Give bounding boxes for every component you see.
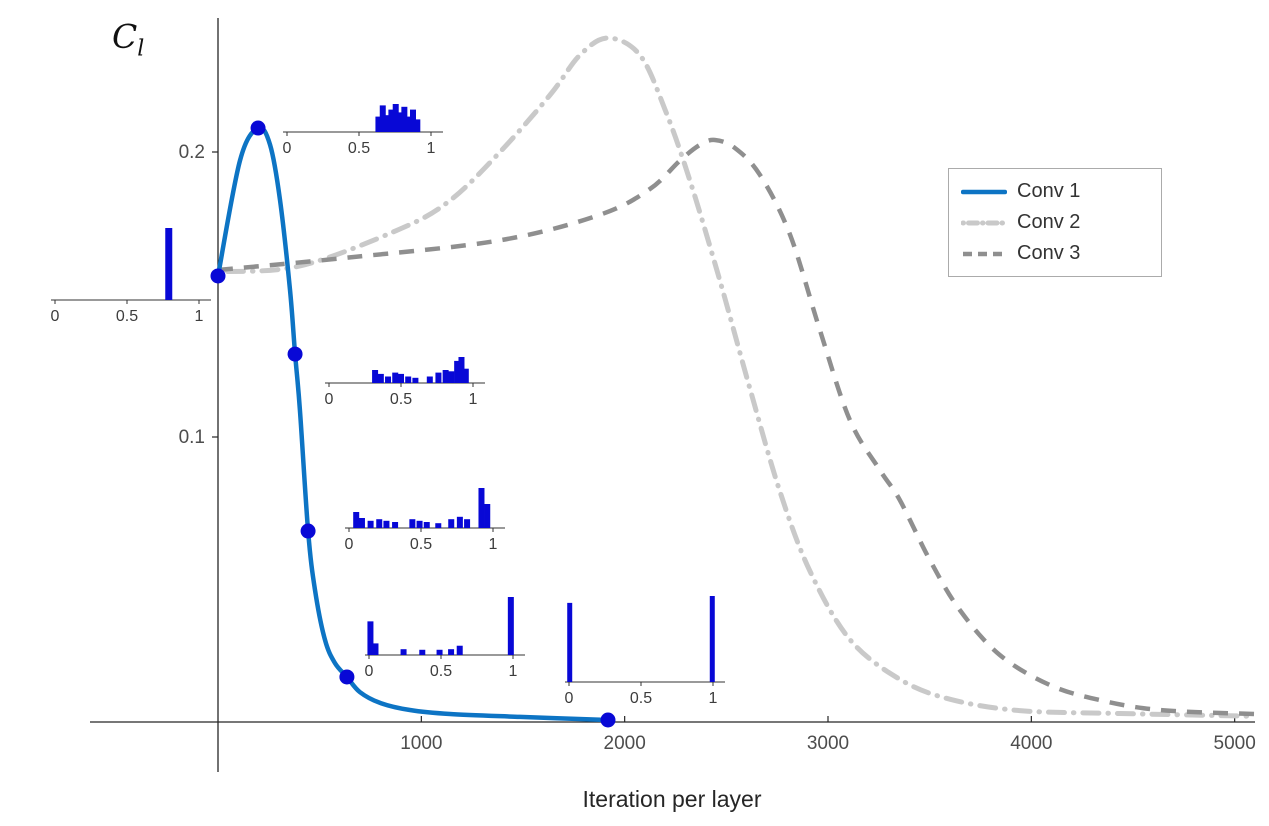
svg-text:1: 1 bbox=[427, 140, 436, 157]
legend-swatch-conv-2-icon bbox=[961, 220, 1007, 225]
svg-text:0.1: 0.1 bbox=[179, 427, 205, 448]
svg-text:1: 1 bbox=[489, 536, 498, 553]
svg-text:0: 0 bbox=[283, 140, 292, 157]
svg-text:1: 1 bbox=[709, 690, 718, 707]
legend-label-conv-2: Conv 2 bbox=[1017, 211, 1081, 233]
svg-text:1: 1 bbox=[509, 663, 518, 680]
legend-label-conv-1: Conv 1 bbox=[1017, 180, 1081, 202]
legend-item-conv-1: Conv 1 bbox=[961, 180, 1149, 203]
y-axis-label: Cl bbox=[112, 20, 144, 61]
legend: Conv 1 Conv 2 Conv 3 bbox=[948, 168, 1162, 277]
legend-label-conv-3: Conv 3 bbox=[1017, 242, 1081, 264]
legend-swatch-conv-3-icon bbox=[963, 251, 1005, 256]
legend-item-conv-2: Conv 2 bbox=[961, 211, 1149, 234]
legend-item-conv-3: Conv 3 bbox=[961, 242, 1149, 265]
y-axis-label-main: C bbox=[112, 17, 138, 56]
svg-text:4000: 4000 bbox=[1010, 733, 1052, 754]
y-axis-label-sub: l bbox=[137, 36, 145, 62]
svg-text:3000: 3000 bbox=[807, 733, 849, 754]
svg-text:0.2: 0.2 bbox=[179, 142, 205, 163]
svg-text:0: 0 bbox=[345, 536, 354, 553]
svg-text:0.5: 0.5 bbox=[430, 663, 452, 680]
svg-text:2000: 2000 bbox=[604, 733, 646, 754]
svg-text:0.5: 0.5 bbox=[116, 308, 138, 325]
svg-text:1: 1 bbox=[469, 391, 478, 408]
svg-text:0.5: 0.5 bbox=[630, 690, 652, 707]
svg-text:0: 0 bbox=[565, 690, 574, 707]
svg-text:0: 0 bbox=[325, 391, 334, 408]
svg-text:1000: 1000 bbox=[400, 733, 442, 754]
svg-text:5000: 5000 bbox=[1214, 733, 1256, 754]
svg-text:0: 0 bbox=[51, 308, 60, 325]
svg-text:0.5: 0.5 bbox=[410, 536, 432, 553]
legend-swatch-conv-1-icon bbox=[961, 189, 1007, 194]
x-axis-label: Iteration per layer bbox=[582, 786, 762, 812]
svg-text:1: 1 bbox=[195, 308, 204, 325]
svg-text:0.5: 0.5 bbox=[390, 391, 412, 408]
svg-text:0: 0 bbox=[365, 663, 374, 680]
svg-text:0.5: 0.5 bbox=[348, 140, 370, 157]
